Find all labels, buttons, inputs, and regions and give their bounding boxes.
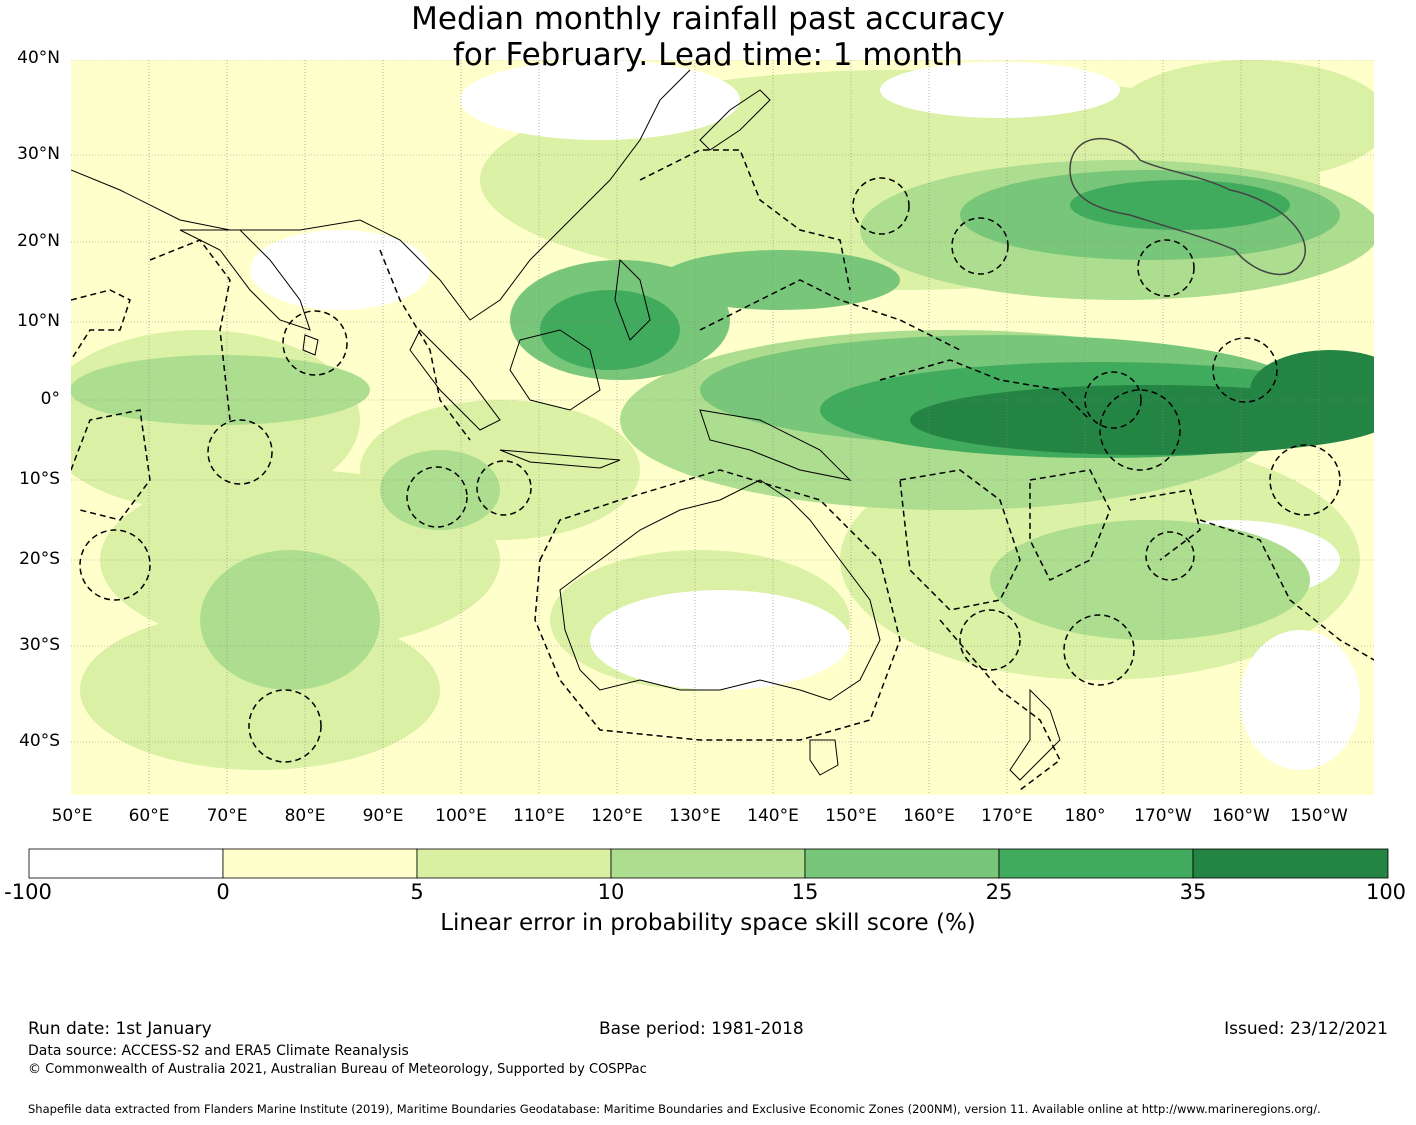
lat-label: 0° xyxy=(40,389,60,409)
lon-label: 180° xyxy=(1064,806,1106,826)
lon-label: 60°E xyxy=(128,806,170,826)
coastlines xyxy=(71,69,1061,781)
lon-label: 90°E xyxy=(362,806,404,826)
colorbar-segment xyxy=(998,848,1194,879)
lat-label: 20°S xyxy=(19,549,60,569)
title-line-1: Median monthly rainfall past accuracy xyxy=(411,1,1005,37)
colorbar-tick: 15 xyxy=(791,880,819,904)
copyright: © Commonwealth of Australia 2021, Austra… xyxy=(28,1062,647,1077)
colorbar-segment xyxy=(416,848,612,879)
colorbar-tick: 35 xyxy=(1179,880,1207,904)
lon-label: 160°E xyxy=(903,806,955,826)
run-date: Run date: 1st January xyxy=(28,1019,212,1039)
colorbar xyxy=(28,848,1389,879)
lon-label: 160°W xyxy=(1212,806,1270,826)
colorbar-label: Linear error in probability space skill … xyxy=(440,910,976,936)
colorbar-tick: 100 xyxy=(1365,880,1407,904)
colorbar-segment xyxy=(804,848,1000,879)
gridlines xyxy=(71,60,1374,795)
base-period: Base period: 1981-2018 xyxy=(599,1019,804,1039)
lon-label: 120°E xyxy=(591,806,643,826)
colorbar-tick: 10 xyxy=(597,880,625,904)
lon-label: 130°E xyxy=(669,806,721,826)
lat-label: 10°N xyxy=(17,311,60,331)
lon-label: 50°E xyxy=(51,806,93,826)
lon-label: 170°W xyxy=(1134,806,1192,826)
lon-label: 80°E xyxy=(284,806,326,826)
shapefile-credit: Shapefile data extracted from Flanders M… xyxy=(28,1102,1321,1116)
lon-label: 140°E xyxy=(747,806,799,826)
eez-boundaries xyxy=(71,149,1374,791)
colorbar-segment xyxy=(610,848,806,879)
lon-label: 110°E xyxy=(513,806,565,826)
lon-label: 70°E xyxy=(206,806,248,826)
colorbar-segment xyxy=(1192,848,1389,879)
lon-label: 170°E xyxy=(981,806,1033,826)
data-source: Data source: ACCESS-S2 and ERA5 Climate … xyxy=(28,1043,409,1059)
colorbar-tick: 25 xyxy=(985,880,1013,904)
lat-label: 20°N xyxy=(17,231,60,251)
lon-label: 150°E xyxy=(825,806,877,826)
colorbar-segment xyxy=(28,848,224,879)
lat-label: 30°S xyxy=(19,635,60,655)
lat-label: 40°S xyxy=(19,731,60,751)
colorbar-tick: 0 xyxy=(216,880,230,904)
hawaii-eez xyxy=(1069,138,1306,276)
issued-date: Issued: 23/12/2021 xyxy=(1224,1019,1388,1039)
title-line-2: for February. Lead time: 1 month xyxy=(453,37,963,73)
lat-label: 10°S xyxy=(19,469,60,489)
colorbar-segment xyxy=(222,848,418,879)
lon-label: 150°W xyxy=(1290,806,1348,826)
lon-label: 100°E xyxy=(435,806,487,826)
colorbar-tick: -100 xyxy=(4,880,52,904)
lat-label: 40°N xyxy=(17,48,60,68)
colorbar-tick: 5 xyxy=(410,880,424,904)
lat-label: 30°N xyxy=(17,144,60,164)
